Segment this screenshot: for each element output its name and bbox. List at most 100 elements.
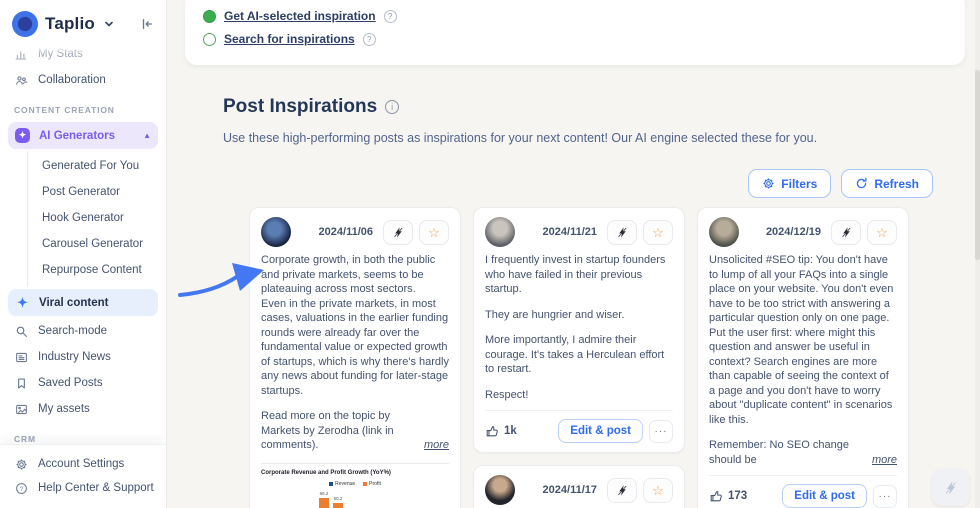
chevron-down-icon[interactable]	[104, 19, 114, 29]
post-last-line: Remember: No SEO change should be more	[709, 438, 897, 467]
sidebar-item-label: Hook Generator	[42, 212, 124, 224]
chart-legend: Revenue Profit	[261, 481, 449, 487]
post-date: 2024/12/19	[765, 226, 821, 238]
post-paragraph: Unsolicited #SEO tip: You don't have to …	[709, 254, 894, 426]
avatar	[709, 217, 739, 247]
refresh-button[interactable]: Refresh	[841, 169, 933, 198]
scrollbar-thumb[interactable]	[975, 70, 980, 260]
legend-swatch-revenue	[329, 481, 334, 486]
sidebar: Taplio My Stats Collaboration CONT	[0, 0, 167, 508]
sidebar-item-industry-news[interactable]: Industry News	[0, 344, 166, 370]
post-last-line: Read more on the topic by Markets by Zer…	[261, 409, 449, 453]
search-inspirations-link[interactable]: Search for inspirations	[224, 32, 355, 46]
more-link[interactable]: more	[871, 453, 897, 466]
sidebar-item-post-generator[interactable]: Post Generator	[28, 179, 166, 205]
sidebar-item-help-center[interactable]: ? Help Center & Support	[0, 476, 166, 500]
avatar	[485, 217, 515, 247]
sidebar-item-repurpose-content[interactable]: Repurpose Content	[28, 257, 166, 283]
ai-rewrite-button[interactable]	[607, 477, 637, 503]
viral-content-icon: ✦	[17, 294, 28, 310]
likes-value: 173	[728, 490, 748, 502]
more-options-button[interactable]: ···	[649, 419, 673, 443]
sidebar-item-carousel-generator[interactable]: Carousel Generator	[28, 231, 166, 257]
sidebar-item-hook-generator[interactable]: Hook Generator	[28, 205, 166, 231]
floating-ai-button[interactable]	[932, 469, 970, 506]
sidebar-item-collaboration[interactable]: Collaboration	[0, 67, 166, 93]
card-header: 2024/12/19 ☆	[709, 217, 897, 247]
collapse-sidebar-icon[interactable]	[140, 17, 154, 31]
sidebar-item-my-assets[interactable]: My assets	[0, 396, 166, 422]
collapse-group-icon[interactable]: ▲	[143, 131, 151, 140]
radio-selected-icon[interactable]	[203, 9, 216, 23]
post-date: 2024/11/21	[542, 226, 597, 238]
more-options-button[interactable]: ···	[873, 484, 897, 508]
card-footer: 173 Edit & post ···	[709, 475, 897, 508]
sidebar-item-saved-posts[interactable]: Saved Posts	[0, 370, 166, 396]
post-paragraph: Corporate growth, in both the public and…	[261, 254, 436, 295]
save-star-button[interactable]: ☆	[643, 477, 673, 503]
sidebar-item-label: Help Center & Support	[38, 482, 154, 494]
sidebar-bottom-panel: Account Settings ? Help Center & Support	[0, 444, 166, 508]
help-icon[interactable]: ?	[383, 9, 397, 23]
get-ai-inspiration-link[interactable]: Get AI-selected inspiration	[224, 9, 376, 23]
more-link[interactable]: more	[423, 439, 449, 451]
edit-and-post-button[interactable]: Edit & post	[782, 484, 867, 508]
bolt-icon	[841, 226, 850, 238]
edit-and-post-button[interactable]: Edit & post	[558, 419, 643, 443]
avatar	[261, 217, 291, 247]
thumbs-up-icon	[486, 426, 498, 437]
chart-bar: 60.2	[333, 496, 343, 508]
ai-rewrite-button[interactable]	[383, 219, 413, 245]
card-header: 2024/11/17 ☆	[485, 475, 673, 505]
sidebar-item-label: Repurpose Content	[42, 264, 142, 276]
sidebar-item-generated-for-you[interactable]: Generated For You	[28, 153, 166, 179]
option-search-inspirations: Search for inspirations ?	[203, 32, 947, 46]
ai-rewrite-button[interactable]	[607, 219, 637, 245]
gear-icon	[763, 178, 774, 189]
sidebar-item-label: Saved Posts	[38, 377, 103, 389]
main-content: Get AI-selected inspiration ? Search for…	[167, 0, 980, 508]
post-paragraph: They are hungrier and wiser.	[485, 308, 625, 321]
radio-unselected-icon[interactable]	[203, 32, 216, 46]
sidebar-item-viral-content[interactable]: ✦ Viral content	[8, 289, 158, 316]
bookmark-icon	[14, 376, 29, 391]
option-get-ai-selected: Get AI-selected inspiration ?	[203, 9, 947, 23]
post-text: I frequently invest in startup founders …	[485, 253, 673, 402]
chart-bar-label: 66.2	[319, 490, 329, 496]
help-icon[interactable]: ?	[362, 32, 376, 46]
save-star-button[interactable]: ☆	[867, 219, 897, 245]
section-content-creation: CONTENT CREATION	[14, 105, 115, 115]
post-date: 2024/11/06	[318, 226, 373, 238]
likes-value: 1k	[504, 425, 517, 437]
star-icon: ☆	[428, 224, 440, 240]
post-card: 2024/12/19 ☆ Unsolicited #SEO tip: You d…	[697, 207, 909, 508]
sidebar-item-label: Account Settings	[38, 458, 125, 470]
taplio-logo-icon	[12, 11, 38, 37]
brand-name[interactable]: Taplio	[45, 14, 95, 33]
help-icon: ?	[14, 481, 29, 496]
post-paragraph: Respect!	[485, 388, 529, 401]
sidebar-item-ai-generators[interactable]: ✦ AI Generators ▲	[8, 122, 158, 149]
page-title: Post Inspirations	[223, 96, 378, 117]
legend-label: Profit	[369, 480, 381, 487]
svg-text:?: ?	[20, 485, 24, 492]
refresh-icon	[857, 177, 867, 189]
sidebar-header: Taplio	[0, 0, 166, 54]
bolt-icon	[617, 226, 626, 238]
ai-rewrite-button[interactable]	[831, 219, 861, 245]
toolbar: Filters Refresh	[748, 169, 933, 198]
filters-button[interactable]: Filters	[748, 169, 832, 198]
chart-bar-label: 60.2	[333, 495, 343, 501]
bolt-icon	[945, 481, 956, 494]
save-star-button[interactable]: ☆	[419, 219, 449, 245]
post-card: 2024/11/06 ☆ Corporate growth, in both t…	[249, 207, 461, 508]
sidebar-item-search-mode[interactable]: Search-mode	[0, 318, 166, 344]
search-icon	[14, 324, 29, 339]
sidebar-item-label: Search-mode	[38, 325, 108, 337]
card-footer: 1k Edit & post ···	[485, 410, 673, 443]
save-star-button[interactable]: ☆	[643, 219, 673, 245]
info-icon[interactable]: i	[385, 100, 400, 114]
sidebar-nav: My Stats Collaboration CONTENT CREATION …	[0, 41, 166, 475]
sidebar-item-account-settings[interactable]: Account Settings	[0, 452, 166, 476]
